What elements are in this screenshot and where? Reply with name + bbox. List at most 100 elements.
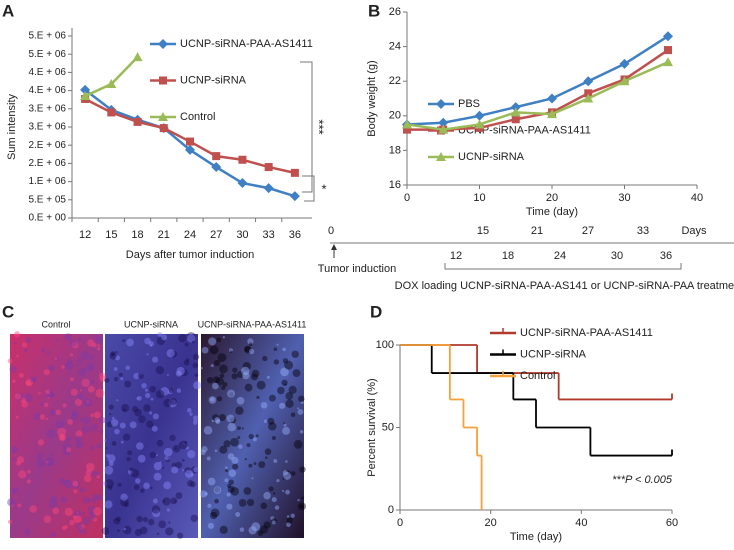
texture-dot — [156, 439, 164, 447]
texture-dot — [225, 469, 229, 473]
texture-dot — [192, 340, 195, 344]
texture-dot — [157, 332, 163, 337]
timeline-label: 15 — [477, 225, 489, 237]
texture-dot — [139, 526, 148, 535]
texture-dot — [129, 421, 137, 429]
texture-dot — [18, 372, 24, 378]
texture-dot — [107, 485, 113, 491]
texture-dot — [33, 412, 41, 421]
texture-dot — [113, 367, 118, 371]
texture-dot — [184, 467, 192, 474]
texture-dot — [104, 377, 110, 383]
y-tick-label: 0.E + 00 — [28, 213, 66, 224]
texture-dot — [113, 376, 119, 382]
texture-dot — [271, 520, 276, 525]
texture-dot — [263, 491, 271, 500]
timeline-label: 12 — [450, 250, 462, 262]
y-tick-label: 4.E + 06 — [28, 85, 66, 96]
texture-dot — [43, 402, 49, 408]
texture-dot — [96, 475, 100, 479]
texture-dot — [214, 417, 221, 423]
texture-dot — [251, 369, 260, 378]
texture-dot — [113, 517, 121, 525]
texture-dot — [152, 498, 158, 504]
texture-dot — [161, 466, 165, 469]
texture-dot — [66, 436, 72, 443]
texture-dot — [73, 510, 82, 519]
texture-dot — [171, 462, 177, 468]
y-tick-label: 0 — [388, 504, 394, 516]
texture-dot — [204, 492, 208, 496]
texture-dot — [201, 446, 208, 453]
texture-dot — [20, 343, 23, 346]
texture-dot — [222, 382, 228, 387]
texture-dot — [156, 390, 165, 399]
texture-dot — [36, 459, 46, 468]
x-tick-label: 40 — [691, 192, 703, 204]
texture-dot — [92, 516, 98, 522]
texture-dot — [301, 496, 304, 500]
texture-dot — [76, 511, 80, 515]
texture-dot — [235, 406, 244, 415]
texture-dot — [155, 366, 164, 375]
texture-dot — [49, 495, 58, 503]
texture-dot — [167, 389, 173, 395]
texture-dot — [133, 484, 140, 490]
texture-dot — [227, 485, 235, 493]
timeline-label: 27 — [582, 225, 594, 237]
x-tick-label: 21 — [158, 229, 170, 241]
texture-dot — [262, 355, 268, 362]
texture-dot — [168, 399, 177, 408]
x-tick-label: 33 — [263, 229, 275, 241]
texture-dot — [248, 526, 257, 535]
texture-dot — [120, 377, 124, 381]
texture-dot — [86, 400, 90, 404]
texture-dot — [91, 499, 96, 504]
x-tick-label: 27 — [210, 229, 222, 241]
texture-dot — [59, 477, 67, 485]
texture-dot — [242, 371, 250, 380]
marker — [107, 108, 116, 117]
texture-dot — [140, 488, 145, 494]
texture-dot — [99, 416, 106, 424]
texture-dot — [82, 516, 91, 525]
texture-dot — [297, 502, 307, 511]
panel-letter: A — [2, 1, 14, 20]
legend-marker — [159, 76, 167, 85]
texture-dot — [210, 397, 215, 402]
micrograph — [10, 334, 103, 538]
marker — [474, 119, 485, 129]
texture-dot — [218, 414, 226, 421]
series-line — [406, 35, 669, 126]
texture-dot — [115, 355, 121, 361]
texture-dot — [185, 446, 189, 450]
texture-dot — [246, 443, 251, 448]
texture-dot — [171, 466, 179, 474]
texture-dot — [24, 393, 33, 403]
texture-dot — [162, 497, 171, 506]
texture-dot — [172, 444, 181, 453]
texture-dot — [77, 337, 82, 342]
texture-dot — [231, 456, 239, 464]
texture-dot — [137, 373, 144, 380]
x-tick-label: 30 — [236, 229, 248, 241]
texture-dot — [149, 385, 157, 393]
texture-dot — [145, 392, 151, 399]
texture-dot — [215, 377, 224, 386]
texture-dot — [90, 423, 99, 432]
texture-dot — [12, 457, 17, 461]
texture-dot — [192, 362, 199, 369]
texture-dot — [71, 410, 79, 417]
texture-dot — [122, 408, 126, 412]
texture-dot — [144, 337, 151, 345]
texture-dot — [46, 456, 55, 466]
texture-dot — [148, 341, 155, 347]
marker — [547, 109, 557, 119]
texture-dot — [281, 489, 285, 493]
panel-letter: C — [2, 302, 14, 321]
texture-dot — [190, 514, 198, 522]
texture-dot — [282, 347, 286, 352]
texture-dot — [137, 454, 146, 463]
x-tick-label: 20 — [546, 192, 558, 204]
texture-dot — [74, 398, 82, 406]
